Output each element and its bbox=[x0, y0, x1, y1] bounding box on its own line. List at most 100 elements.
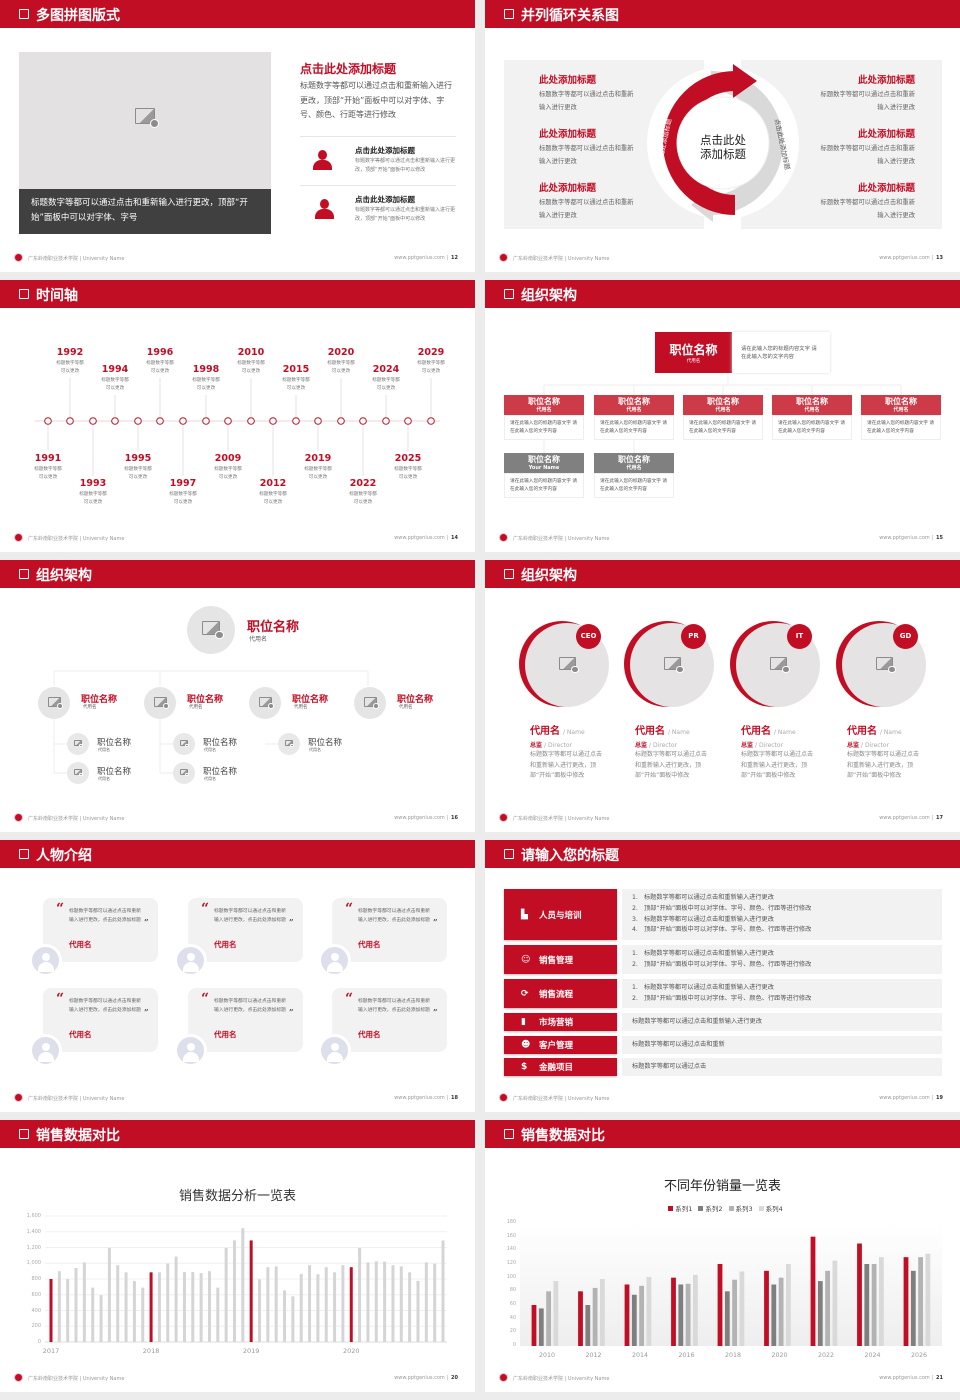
image-placeholder-icon bbox=[875, 656, 896, 674]
member-badge: IT bbox=[787, 624, 812, 649]
cycle-icon: ⟳ bbox=[521, 988, 529, 999]
category-detail-box: 1. 标题数字等都可以通过点击和重新输入进行更改 2. 顶部“开始”面板中可以对字体、… bbox=[622, 945, 942, 974]
footer-school: 广东岭南职业技术学院 | University Name bbox=[513, 536, 610, 542]
bar bbox=[408, 1272, 412, 1342]
position-card-header[interactable]: 职位名称 Your Name bbox=[504, 453, 584, 473]
bar bbox=[879, 1257, 884, 1346]
slide-13: 并列循环关系图 广东岭南职业技术学院 | University Name www.p… bbox=[485, 0, 960, 272]
member-role-en: / Director bbox=[649, 742, 678, 749]
university-logo bbox=[14, 1373, 23, 1382]
position-card-header[interactable]: 职位名称 代用名 bbox=[683, 395, 763, 415]
member-role-line: 总监 / Director bbox=[635, 732, 677, 751]
member-desc: 标题数字等都可以通过点击和重新输入进行更改，顶部“开始”面板中修改 bbox=[635, 751, 708, 779]
y-tick-label: 180 bbox=[506, 1220, 516, 1225]
timeline-node bbox=[247, 417, 255, 425]
member-name: 代用名 bbox=[530, 726, 560, 737]
detail-line: 3. 标题数字等都可以通过点击和重新输入进行更改 bbox=[632, 915, 942, 926]
card-alias: Your Name bbox=[528, 465, 560, 471]
category-label-box[interactable]: ⟳ 销售流程 bbox=[504, 979, 617, 1008]
footer-school: 广东岭南职业技术学院 | University Name bbox=[28, 1096, 125, 1102]
event-text: 标题数字等都可以更改 bbox=[282, 378, 310, 391]
y-tick-label: 400 bbox=[31, 1307, 41, 1314]
university-logo bbox=[499, 1373, 508, 1382]
category-label-box[interactable]: ▙ 人员与培训 bbox=[504, 889, 617, 940]
card-desc: 请在此输入您的标题内容文字 请在此输入您的文字内容 bbox=[504, 415, 584, 440]
detail-text: 顶部“开始”面板中可以对字体、字号、颜色、行距等进行修改 bbox=[644, 994, 812, 1002]
child-name: 职位名称 bbox=[203, 767, 238, 777]
line-number: 2. bbox=[632, 904, 638, 912]
divider bbox=[300, 185, 456, 186]
item-title: 此处添加标题 bbox=[539, 183, 597, 194]
category-label-box[interactable]: ☺ 销售管理 bbox=[504, 945, 617, 974]
bar bbox=[333, 1272, 337, 1342]
x-tick-label: 2017 bbox=[42, 1347, 60, 1355]
bar bbox=[216, 1287, 220, 1342]
timeline-node bbox=[224, 417, 232, 425]
footer-site: www.pptgenius.com | bbox=[394, 255, 449, 261]
bar bbox=[825, 1270, 830, 1346]
image-placeholder-icon bbox=[135, 108, 159, 128]
image-plus-badge bbox=[267, 703, 274, 710]
testimonial-card bbox=[332, 898, 447, 962]
bar bbox=[182, 1271, 186, 1342]
card-name: 职位名称 bbox=[528, 455, 560, 464]
detail-text: 标题数字等都可以通过点击和重新输入进行更改 bbox=[644, 949, 774, 957]
bar bbox=[57, 1271, 61, 1342]
head-position-box[interactable]: 职位名称 代用名 bbox=[655, 332, 732, 373]
bar bbox=[91, 1287, 95, 1342]
bar bbox=[374, 1261, 378, 1342]
x-tick-label: 2024 bbox=[864, 1352, 881, 1359]
image-plus-badge bbox=[372, 703, 379, 710]
image-placeholder-icon bbox=[74, 769, 83, 777]
open-quote-icon: “ bbox=[345, 991, 354, 1007]
position-card-header[interactable]: 职位名称 代用名 bbox=[594, 453, 674, 473]
event-text: 标题数字等都可以更改 bbox=[146, 361, 174, 374]
item-title: 此处添加标题 bbox=[857, 129, 915, 140]
category-label-box[interactable]: $ 金融项目 bbox=[504, 1058, 617, 1076]
head-shape bbox=[318, 150, 327, 160]
bar bbox=[299, 1273, 303, 1342]
category-label: 客户管理 bbox=[539, 1041, 574, 1051]
position-card-header[interactable]: 职位名称 代用名 bbox=[861, 395, 941, 415]
card-desc: 请在此输入您的标题内容文字 请在此输入您的文字内容 bbox=[683, 415, 763, 440]
card-name: 职位名称 bbox=[796, 397, 828, 406]
bar bbox=[600, 1279, 605, 1346]
body-text: 标题数字等都可以通过点击和重新输入进行更改，顶部“开始”面板中可以对字体、字号、… bbox=[300, 81, 452, 119]
position-card-header[interactable]: 职位名称 代用名 bbox=[594, 395, 674, 415]
detail-text: 标题数字等都可以通过点击和重新输入进行更改 bbox=[644, 915, 774, 923]
event-year: 1994 bbox=[101, 364, 129, 375]
checkbox-square-icon bbox=[19, 9, 29, 19]
footer-site: www.pptgenius.com | bbox=[879, 1375, 934, 1381]
bar bbox=[433, 1263, 437, 1342]
image-plus-badge bbox=[162, 703, 169, 710]
bar bbox=[578, 1291, 583, 1346]
body-shape bbox=[315, 209, 334, 219]
position-card-header[interactable]: 职位名称 代用名 bbox=[504, 395, 584, 415]
legend-swatch bbox=[728, 1206, 734, 1211]
image-plus-badge bbox=[56, 703, 63, 710]
category-label-box[interactable]: ▮ 市场营销 bbox=[504, 1013, 617, 1031]
image-placeholder[interactable] bbox=[19, 52, 271, 189]
bar bbox=[817, 1281, 823, 1346]
y-tick-label: 20 bbox=[509, 1329, 516, 1335]
bar bbox=[871, 1264, 877, 1346]
slide-title: 组织架构 bbox=[521, 288, 577, 304]
image-placeholder-icon bbox=[202, 621, 224, 639]
open-quote-icon: “ bbox=[56, 991, 65, 1007]
bar bbox=[717, 1264, 723, 1346]
bar bbox=[592, 1287, 598, 1346]
detail-line: 1. 标题数字等都可以通过点击和重新输入进行更改 bbox=[632, 983, 942, 994]
bar bbox=[308, 1265, 312, 1342]
detail-text: 标题数字等都可以通过点击和重新输入进行更改 bbox=[644, 893, 774, 901]
branch-name: 职位名称 bbox=[397, 695, 434, 705]
y-tick-label: 0 bbox=[37, 1339, 41, 1345]
category-label-box[interactable]: ☻ 客户管理 bbox=[504, 1036, 617, 1054]
card-name: 职位名称 bbox=[618, 397, 650, 406]
testimonial-card bbox=[43, 898, 158, 962]
position-card-header[interactable]: 职位名称 代用名 bbox=[772, 395, 852, 415]
event-year: 2015 bbox=[282, 364, 310, 375]
member-name-en: / Name bbox=[668, 729, 690, 736]
event-text: 标题数字等都可以更改 bbox=[79, 492, 107, 505]
item-text: 标题数字等都可以通过点击和重新输入进行更改 bbox=[539, 199, 634, 219]
detail-line: 标题数字等都可以通过点击和重新 bbox=[632, 1040, 942, 1051]
